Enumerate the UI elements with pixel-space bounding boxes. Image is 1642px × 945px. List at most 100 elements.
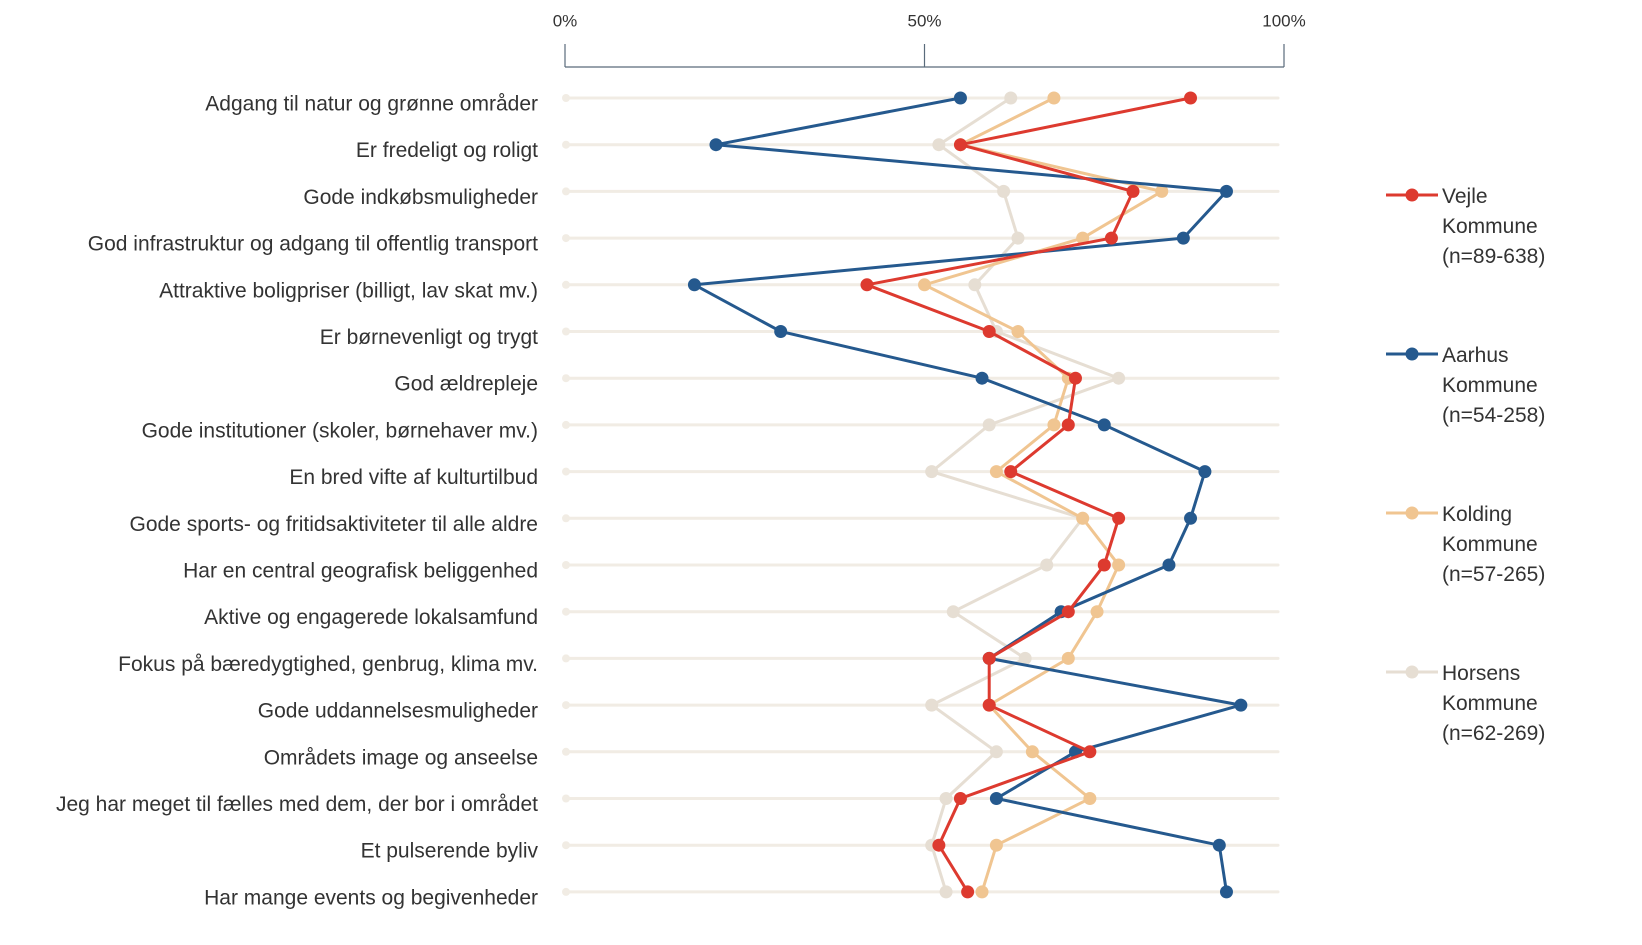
dot: [860, 278, 874, 292]
dot: [932, 138, 946, 152]
dot: [989, 745, 1003, 759]
dot: [1104, 231, 1118, 245]
track-start: [562, 654, 570, 663]
category-label: Gode institutioner (skoler, børnehaver m…: [142, 419, 538, 442]
series-line: [861, 96, 1191, 893]
dot: [1112, 511, 1126, 525]
track-start: [562, 234, 570, 243]
series-line: [689, 96, 1242, 893]
dot: [1040, 558, 1054, 572]
x-tick-label: 0%: [553, 11, 578, 30]
dot: [989, 838, 1003, 852]
x-tick-label: 50%: [907, 11, 941, 30]
dot: [975, 885, 989, 899]
track-start: [562, 467, 570, 476]
category-label: Et pulserende byliv: [361, 840, 539, 863]
dot: [975, 371, 989, 385]
category-label: Fokus på bæredygtighed, genbrug, klima m…: [118, 653, 538, 676]
series-line: [928, 96, 1123, 893]
dot: [1198, 465, 1212, 479]
dot: [1061, 651, 1075, 665]
legend-label: Vejle Kommune (n=89-638): [1442, 185, 1545, 268]
dot: [1212, 838, 1226, 852]
dot: [1155, 184, 1169, 198]
dot: [918, 278, 931, 292]
dot: [1047, 418, 1061, 432]
category-label: Gode sports- og fritidsaktiviteter til a…: [129, 513, 538, 536]
legend-label: Horsens Kommune (n=62-269): [1442, 662, 1545, 745]
dot: [1011, 231, 1025, 245]
category-label: Gode uddannelsesmuligheder: [258, 700, 538, 723]
track-start: [562, 94, 570, 102]
track-start: [562, 140, 570, 149]
dot: [1047, 91, 1061, 105]
dot: [1234, 698, 1248, 712]
dot: [953, 91, 967, 105]
legend-label: Kolding Kommune (n=57-265): [1442, 503, 1545, 586]
legend-dot: [1405, 665, 1419, 679]
track-start: [562, 747, 570, 756]
track-start: [562, 514, 570, 523]
dot: [961, 885, 975, 899]
legend-dot: [1405, 506, 1419, 520]
dot: [989, 465, 1003, 479]
dot: [1076, 231, 1090, 245]
dot: [1004, 465, 1018, 479]
dot: [1083, 792, 1097, 805]
category-label: Har mange events og begivenheder: [204, 886, 538, 909]
dot: [1112, 371, 1126, 385]
dot: [1219, 184, 1233, 198]
dot: [1184, 511, 1198, 525]
track-start: [562, 607, 570, 616]
track-start: [562, 327, 570, 336]
dot: [1061, 418, 1075, 432]
track-start: [562, 701, 570, 710]
dot: [1176, 231, 1190, 245]
dot: [1083, 745, 1097, 759]
dot: [1004, 91, 1018, 105]
dot: [946, 605, 960, 619]
dot: [953, 138, 967, 152]
dot: [1011, 325, 1025, 338]
category-label: Attraktive boligpriser (billigt, lav ska…: [159, 279, 538, 302]
dot: [1068, 371, 1082, 385]
dot: [982, 325, 996, 338]
track-start: [562, 374, 570, 383]
track-start: [562, 420, 570, 429]
track-start: [562, 280, 570, 289]
dot: [925, 698, 939, 712]
category-label: Gode indkøbsmuligheder: [303, 186, 538, 209]
dot: [1025, 745, 1039, 759]
category-label: Områdets image og anseelse: [264, 746, 538, 769]
dot: [687, 278, 701, 292]
category-label: Jeg har meget til fælles med dem, der bo…: [56, 793, 538, 816]
dot: [982, 418, 996, 432]
dot: [709, 138, 723, 152]
category-label: God infrastruktur og adgang til offentli…: [88, 233, 538, 256]
dot: [997, 184, 1011, 198]
x-tick-label: 100%: [1262, 11, 1305, 30]
legend-label: Aarhus Kommune (n=54-258): [1442, 344, 1545, 427]
dot: [982, 698, 996, 712]
dot: [1061, 605, 1075, 619]
dot: [774, 325, 788, 338]
category-label: Adgang til natur og grønne områder: [205, 93, 538, 116]
dot: [1090, 605, 1104, 619]
dot: [1162, 558, 1176, 572]
dot: [1112, 558, 1126, 572]
dot: [982, 651, 996, 665]
track-start: [562, 887, 570, 896]
dot: [953, 792, 967, 805]
category-label: God ældrepleje: [394, 373, 538, 396]
track-start: [562, 187, 570, 196]
category-label: Er børnevenligt og trygt: [320, 326, 538, 349]
dot: [925, 465, 939, 479]
legend-dot: [1405, 188, 1419, 202]
legend-dot: [1405, 347, 1419, 361]
dot: [1076, 511, 1090, 525]
dot: [939, 792, 953, 805]
dot: [1097, 558, 1111, 572]
dot: [1097, 418, 1111, 432]
track-start: [562, 561, 570, 569]
